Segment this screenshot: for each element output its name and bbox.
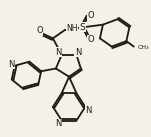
Text: NH: NH (66, 24, 78, 33)
Text: N: N (56, 48, 62, 57)
Text: S: S (79, 23, 85, 32)
Text: O: O (36, 26, 43, 35)
Text: N: N (8, 60, 14, 69)
Text: CH₃: CH₃ (137, 45, 149, 50)
Text: N: N (56, 119, 62, 129)
Text: N: N (85, 106, 91, 115)
Text: O: O (87, 35, 94, 44)
Text: N: N (75, 48, 81, 57)
Text: O: O (87, 11, 94, 20)
